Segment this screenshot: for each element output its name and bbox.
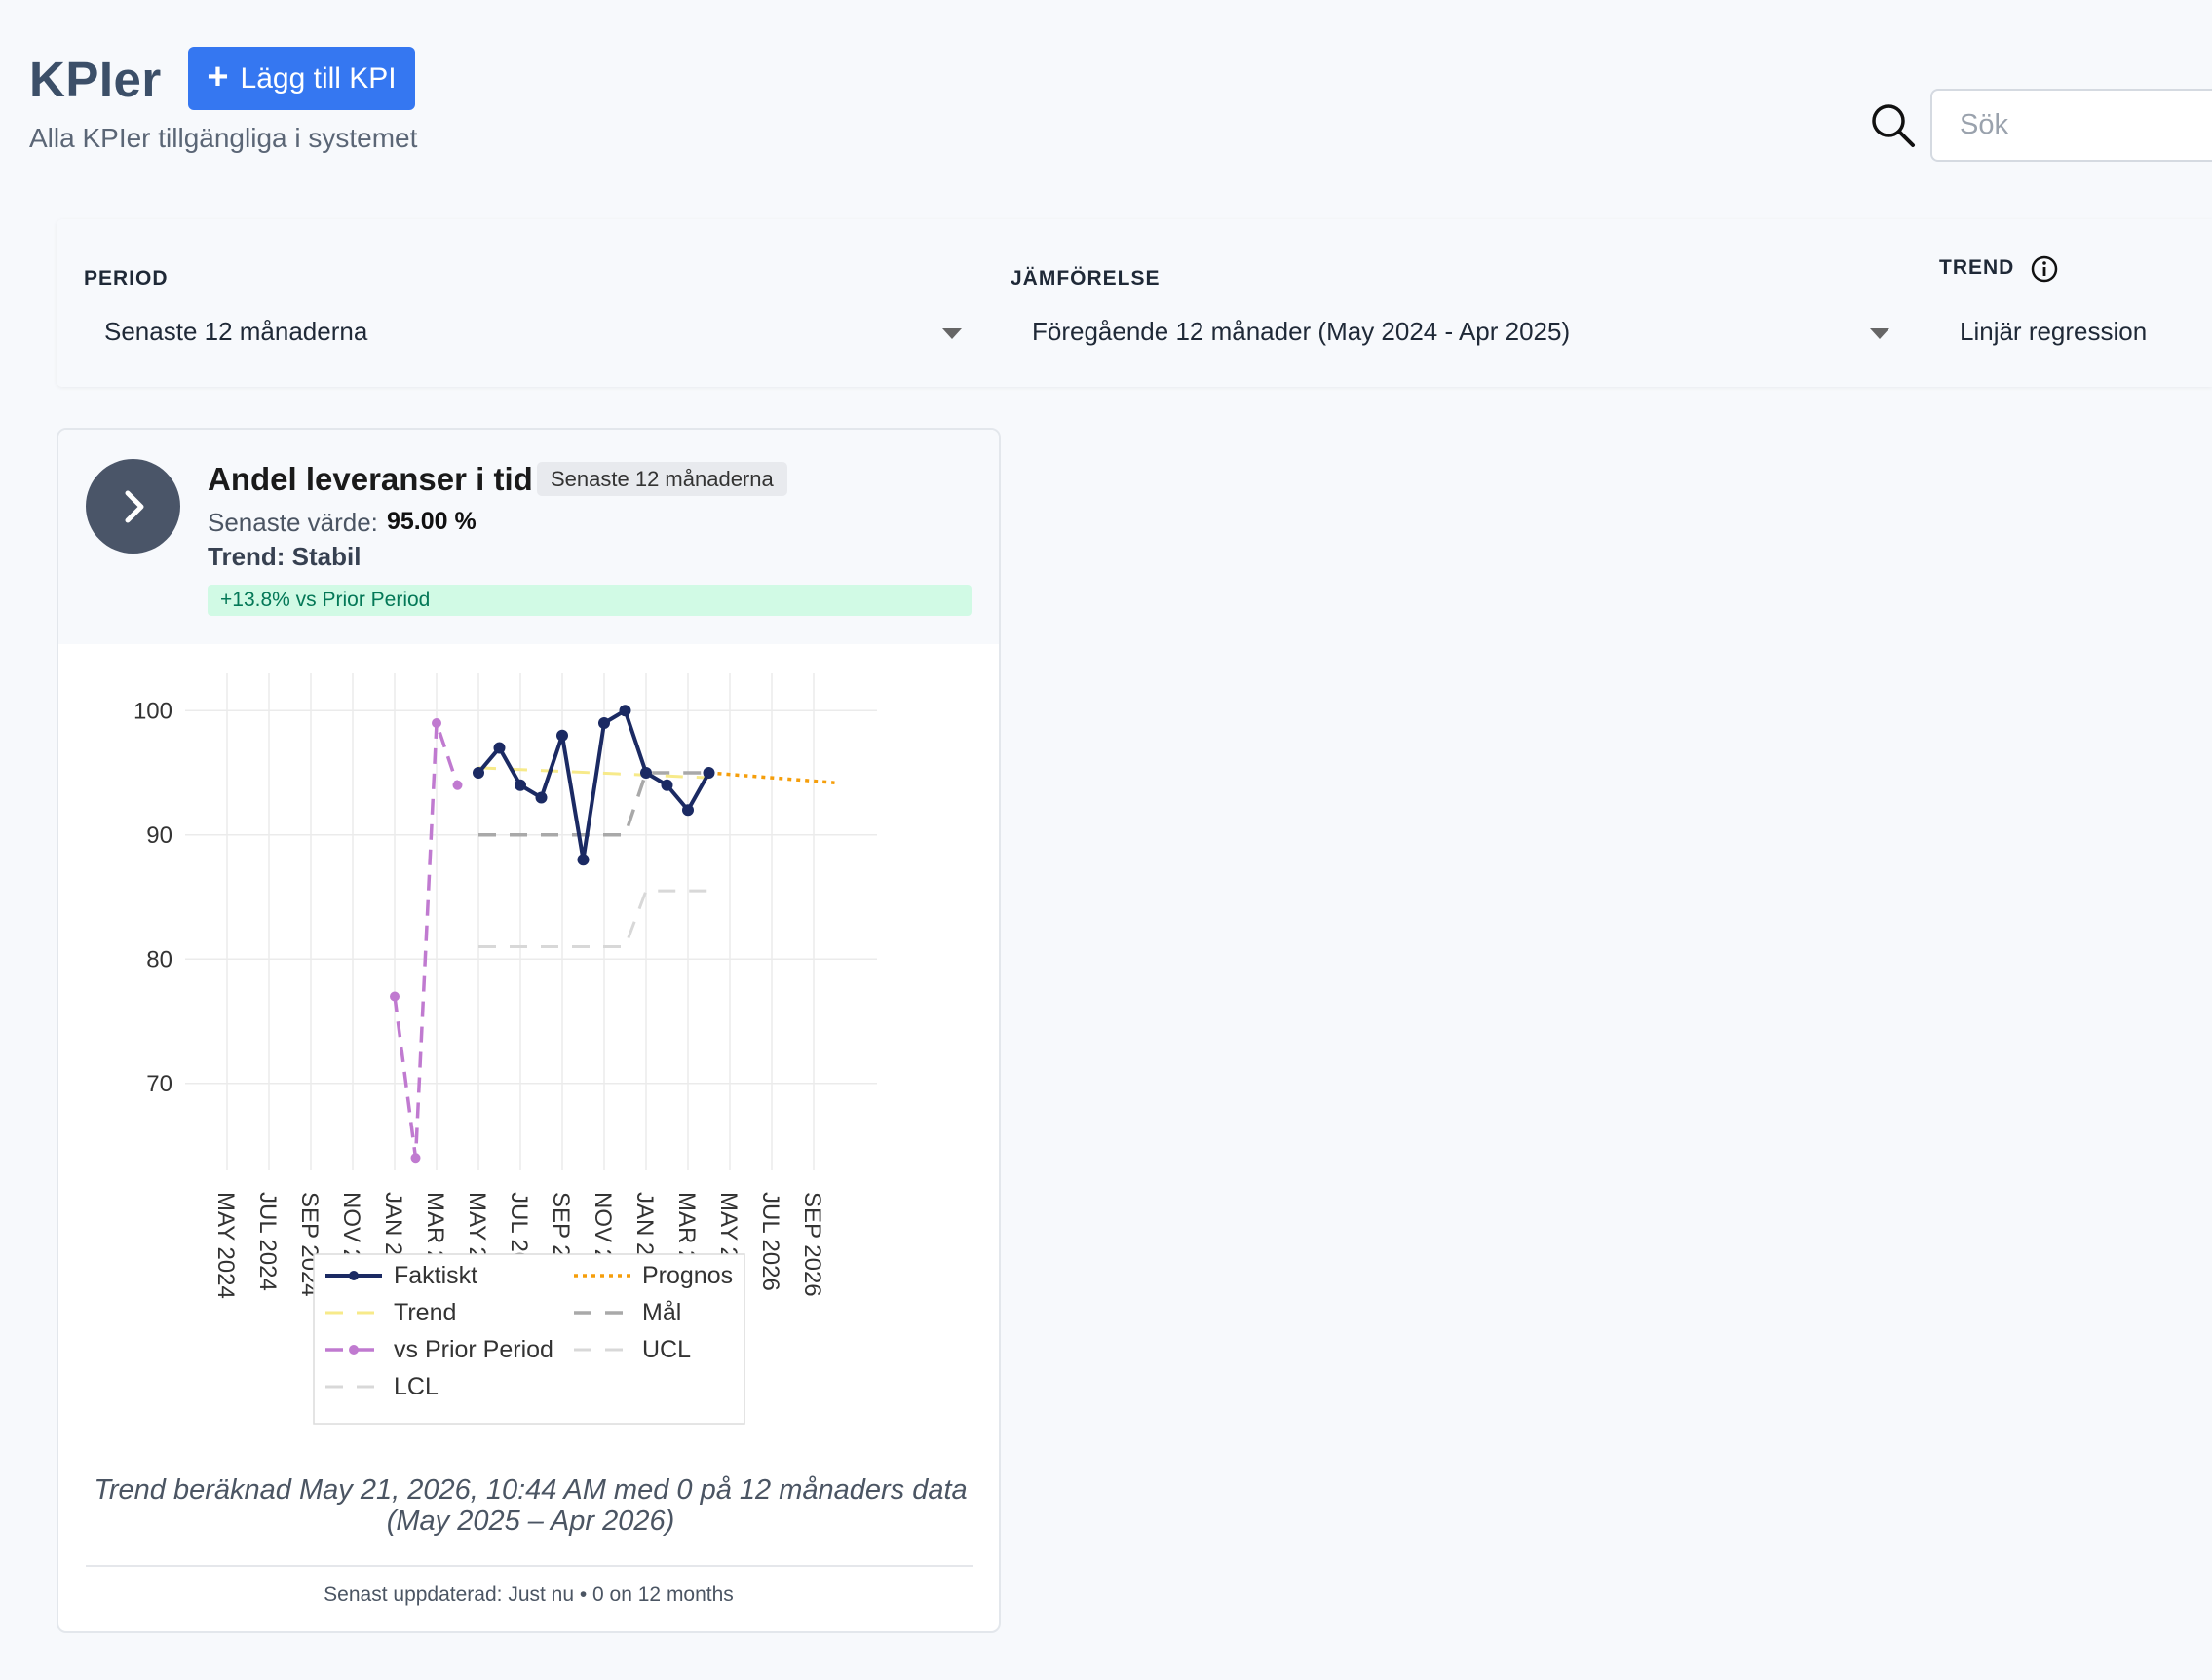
data-point [619, 705, 631, 717]
add-kpi-button[interactable]: + Lägg till KPI [188, 47, 415, 110]
series-line-lcl [478, 889, 709, 948]
y-tick-label: 90 [146, 822, 172, 849]
x-tick-label: JUL 2026 [757, 1192, 783, 1291]
y-tick-label: 70 [146, 1071, 172, 1097]
trend-select[interactable]: Linjär regression [1960, 317, 2148, 346]
kpi-line-chart: MAY 2024 JUL 2024 SEP 2024 NOV 2024 JAN 2025… [133, 673, 877, 1425]
series-line-mål [478, 771, 709, 837]
trend-note: Trend beräknad May 21, 2026, 10:44 AM me… [94, 1474, 968, 1537]
legend-marker [349, 1345, 359, 1355]
data-point [515, 779, 526, 791]
info-icon[interactable] [2030, 254, 2059, 284]
series-line-faktiskt [477, 708, 711, 862]
data-point [640, 767, 652, 779]
card-footer: Senast uppdaterad: Just nu • 0 on 12 mon… [324, 1584, 734, 1606]
legend-label: Mål [642, 1299, 681, 1326]
data-point [703, 767, 715, 779]
chevron-right-icon [125, 490, 143, 522]
legend-label: Trend [394, 1299, 456, 1326]
period-label: PERIOD [84, 267, 169, 289]
search-icon[interactable] [1869, 101, 1916, 148]
kpi-title: Andel leveranser i tid [208, 461, 533, 497]
card-header: Andel leveranser i tid Senaste 12 månade… [58, 430, 999, 644]
legend-label: UCL [642, 1336, 691, 1363]
kpi-card: Andel leveranser i tid Senaste 12 månade… [57, 428, 1001, 1633]
data-point [452, 780, 463, 790]
legend-marker [349, 1271, 359, 1280]
x-tick-label: SEP 2026 [799, 1192, 825, 1297]
y-tick-label: 100 [133, 698, 172, 724]
latest-value: 95.00 % [387, 508, 477, 535]
legend-label: LCL [394, 1373, 439, 1400]
trend-status: Trend: Stabil [208, 542, 362, 571]
comparison-label: JÄMFÖRELSE [1011, 267, 1161, 289]
search-input[interactable] [1930, 89, 2212, 162]
data-point [535, 791, 548, 804]
data-point [493, 742, 506, 754]
period-badge: Senaste 12 månaderna [537, 462, 787, 496]
data-point [390, 991, 400, 1002]
comparison-select[interactable]: Föregående 12 månader (May 2024 - Apr 20… [1032, 317, 1571, 346]
legend-label: vs Prior Period [394, 1336, 553, 1363]
data-point [661, 779, 673, 791]
period-chevron-down-icon[interactable] [942, 328, 962, 339]
filter-bar: PERIOD Senaste 12 månaderna JÄMFÖRELSE F… [57, 219, 2212, 387]
plus-icon: + [207, 57, 229, 97]
series-line-vs-prior-period [393, 721, 460, 1160]
data-point [577, 854, 590, 866]
legend-label: Faktiskt [394, 1262, 477, 1289]
card-divider [86, 1565, 973, 1567]
comparison-chevron-down-icon[interactable] [1870, 328, 1889, 339]
x-tick-label: MAY 2024 [212, 1192, 239, 1299]
data-point [682, 804, 694, 817]
data-point [556, 729, 568, 742]
data-point [432, 718, 441, 728]
data-point [473, 767, 484, 779]
data-point [598, 717, 610, 729]
latest-value-label: Senaste värde: [208, 508, 378, 537]
expand-button[interactable] [86, 459, 180, 554]
change-badge: +13.8% vs Prior Period [208, 585, 972, 616]
page-subtitle: Alla KPIer tillgängliga i systemet [29, 123, 418, 153]
chart-legend [313, 1253, 745, 1425]
trend-label: TREND [1939, 256, 2015, 279]
add-kpi-label: Lägg till KPI [240, 61, 397, 95]
y-tick-label: 80 [146, 946, 172, 973]
legend-label: Prognos [642, 1262, 733, 1289]
series-line-trend [477, 766, 709, 780]
x-tick-label: JUL 2024 [254, 1192, 281, 1291]
data-point [410, 1153, 421, 1164]
page-title: KPIer [29, 52, 162, 107]
period-select[interactable]: Senaste 12 månaderna [104, 317, 368, 346]
series-line-prognos [708, 771, 835, 784]
